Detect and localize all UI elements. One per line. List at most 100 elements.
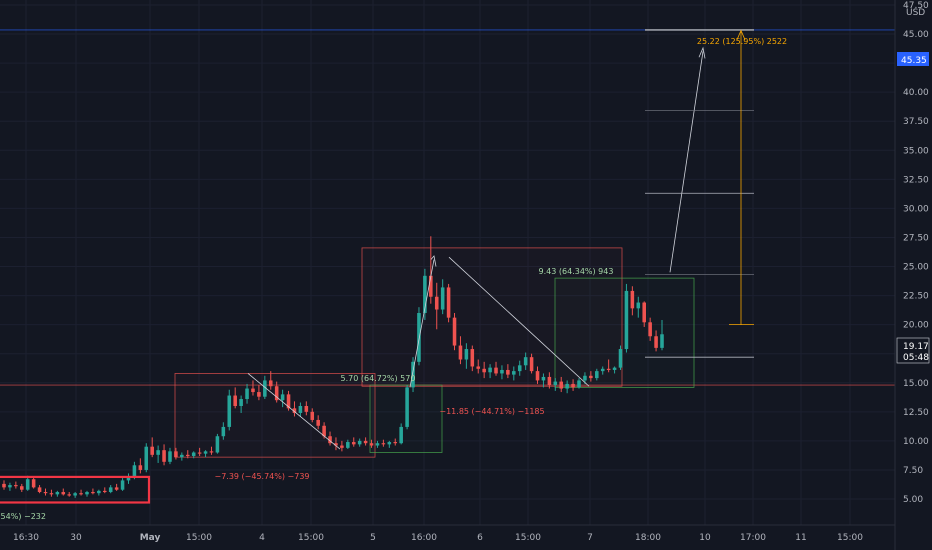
candle-body <box>340 445 344 448</box>
candle-body <box>624 290 629 350</box>
candle <box>624 283 629 353</box>
candle-body <box>541 376 546 381</box>
candle <box>606 359 611 373</box>
candle <box>185 450 190 459</box>
time-tick-label: 16:00 <box>411 533 437 543</box>
candle-body <box>292 408 297 413</box>
candle-body <box>440 287 445 310</box>
candle-body <box>132 465 137 477</box>
candle-body <box>429 275 433 297</box>
candle <box>280 389 285 408</box>
candle-body <box>191 452 196 456</box>
candle-body <box>458 345 463 360</box>
last-price-label: 19.17 <box>903 342 929 352</box>
candle <box>257 385 261 401</box>
price-tag-label: 45.35 <box>901 56 927 66</box>
candle <box>20 483 24 493</box>
time-tick-label: 16:30 <box>13 533 39 543</box>
price-tick-label: 15.00 <box>903 379 929 389</box>
price-tick-label: 30.00 <box>903 204 929 214</box>
candle-body <box>310 411 315 420</box>
candle <box>476 359 481 374</box>
candle-body <box>547 376 552 386</box>
candle <box>37 485 42 494</box>
price-tick-label: 20.00 <box>903 321 929 331</box>
price-tag-current: 45.35 <box>897 52 929 66</box>
candle-body <box>97 490 101 494</box>
candle <box>541 373 546 388</box>
candle-body <box>393 442 398 444</box>
candle-body <box>49 493 54 495</box>
last-price-tag: 19.17 05:48 <box>896 337 930 364</box>
price-tick-label: 7.50 <box>903 466 923 476</box>
candle-body <box>351 442 356 445</box>
candle <box>553 378 558 391</box>
candle <box>417 307 421 366</box>
candle-body <box>91 492 95 494</box>
candle-body <box>233 395 237 406</box>
candle-body <box>263 380 267 397</box>
candle <box>91 488 95 495</box>
time-tick-label: 18:00 <box>635 533 661 543</box>
candle-body <box>535 371 540 381</box>
candle-body <box>523 357 528 366</box>
annotation-range2_down: −11.85 (−44.71%) −1185 <box>439 407 544 416</box>
candle-body <box>387 442 392 445</box>
candle <box>429 236 433 304</box>
time-tick-label: 30 <box>70 533 82 543</box>
candle <box>298 402 303 417</box>
trendline-down-1 <box>247 373 341 450</box>
candle-body <box>660 334 664 348</box>
time-tick-label: 15:00 <box>298 533 324 543</box>
time-tick-label: May <box>140 533 161 543</box>
candle-body <box>162 450 166 462</box>
candle <box>612 366 617 374</box>
candle <box>630 286 635 316</box>
candle-body <box>405 387 409 427</box>
candle-body <box>203 451 208 454</box>
price-axis[interactable]: USD 5.007.5010.0012.5015.0017.5020.0022.… <box>894 0 930 550</box>
time-tick-label: 15:00 <box>186 533 212 543</box>
candle-body <box>500 369 504 374</box>
candle-body <box>470 349 475 367</box>
range-box-3 <box>554 277 695 388</box>
price-tick-label: 12.50 <box>903 408 929 418</box>
range-box-1 <box>174 373 376 458</box>
candle <box>73 492 77 498</box>
time-tick-label: 10 <box>699 533 711 543</box>
candle-body <box>304 406 309 412</box>
range-box-1-up <box>369 384 443 453</box>
time-ticks: 16:30 30 May 15:00 4 15:00 5 16:00 6 15:00 7 18:00 1… <box>13 533 863 543</box>
candle <box>144 443 149 473</box>
time-axis[interactable]: 16:30 30 May 15:00 4 15:00 5 16:00 6 15:00 7 18:00 1… <box>0 524 895 543</box>
candle <box>346 439 350 450</box>
grid <box>0 0 895 525</box>
annotation-range1_down: −7.39 (−45.74%) −739 <box>214 472 309 481</box>
candle-body <box>85 492 89 495</box>
candle <box>97 489 101 496</box>
price-tick-label: 47.50 <box>903 1 929 11</box>
candle-body <box>488 367 492 373</box>
candle <box>251 380 255 396</box>
candle <box>648 317 652 341</box>
candle-body <box>559 381 564 389</box>
range-box-2 <box>361 247 623 387</box>
candle <box>61 488 66 496</box>
candle-body <box>25 479 30 490</box>
consolidation-box <box>0 475 151 504</box>
countdown-label: 05:48 <box>903 353 929 363</box>
candles <box>2 236 664 498</box>
candle-body <box>612 367 617 370</box>
candle-body <box>227 395 232 427</box>
candle-body <box>209 451 214 453</box>
candle <box>274 381 279 403</box>
candle <box>180 452 184 461</box>
candle-body <box>399 426 403 444</box>
trendline-down-2 <box>448 256 590 387</box>
candle-body <box>268 380 273 387</box>
time-tick-label: 17:00 <box>740 533 766 543</box>
candle-body <box>286 394 291 409</box>
candle <box>595 368 599 381</box>
